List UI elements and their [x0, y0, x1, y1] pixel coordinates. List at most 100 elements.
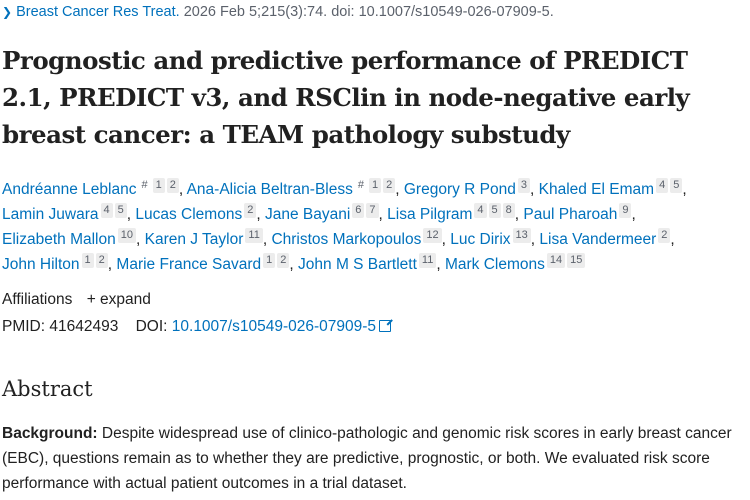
- affiliation-ref[interactable]: 11: [245, 228, 263, 243]
- author-entry: Mark Clemons 14 15: [444, 253, 586, 273]
- abstract-heading: Abstract: [2, 377, 93, 401]
- article-title: Prognostic and predictive performance of…: [2, 46, 690, 149]
- separator: ,: [631, 206, 636, 223]
- affiliation-ref[interactable]: 2: [95, 253, 108, 268]
- separator: ,: [378, 206, 383, 223]
- doi-label: DOI:: [135, 318, 168, 335]
- separator: ,: [262, 231, 268, 248]
- affiliation-ref[interactable]: 13: [512, 228, 531, 243]
- author-link[interactable]: Andréanne Leblanc: [2, 181, 137, 198]
- authors-list: Andréanne Leblanc #1 2, Ana-Alicia Beltran…: [2, 177, 742, 277]
- affiliation-ref[interactable]: 2: [277, 253, 290, 268]
- affiliation-ref[interactable]: 1: [263, 253, 276, 268]
- author-link[interactable]: Khaled El Emam: [538, 181, 655, 198]
- author-entry: Ana-Alicia Beltran-Bless #1 2,: [186, 178, 400, 198]
- separator: ,: [514, 206, 520, 223]
- author-link[interactable]: Lisa Pilgram: [387, 206, 473, 223]
- separator: ,: [256, 206, 261, 223]
- affiliation-ref[interactable]: 15: [567, 253, 586, 268]
- abstract-background: Background: Despite widespread use of cl…: [2, 421, 742, 496]
- author-link[interactable]: Lucas Clemons: [135, 206, 243, 223]
- separator: ,: [682, 181, 687, 198]
- identifiers: PMID: 41642493 DOI: 10.1007/s10549-026-0…: [2, 318, 742, 336]
- affiliation-ref[interactable]: 12: [423, 228, 442, 243]
- affiliation-ref[interactable]: 4: [100, 203, 113, 218]
- background-text: Despite widespread use of clinico-pathol…: [2, 425, 732, 492]
- equal-contribution-marker: #: [357, 179, 364, 191]
- author-entry: Luc Dirix 13,: [450, 228, 536, 248]
- author-entry: Christos Markopoulos 12,: [271, 228, 446, 248]
- citation: ❯ Breast Cancer Res Treat. 2026 Feb 5;215…: [2, 4, 742, 20]
- affiliation-ref[interactable]: 5: [670, 178, 683, 193]
- author-entry: Lisa Vandermeer 2,: [539, 228, 675, 248]
- author-entry: Khaled El Emam 4 5,: [538, 178, 687, 198]
- affiliation-ref[interactable]: 14: [546, 253, 566, 268]
- author-entry: Marie France Savard 1 2,: [116, 253, 294, 273]
- citation-details: 2026 Feb 5;215(3):74. doi: 10.1007/s1054…: [183, 4, 554, 20]
- external-link-icon: [379, 320, 392, 332]
- author-link[interactable]: John Hilton: [2, 256, 80, 273]
- author-link[interactable]: Karen J Taylor: [144, 231, 244, 248]
- affiliation-ref[interactable]: 1: [152, 178, 165, 193]
- separator: ,: [530, 231, 536, 248]
- author-entry: Lisa Pilgram 4 5 8,: [387, 203, 520, 223]
- affiliation-ref[interactable]: 8: [502, 203, 515, 218]
- separator: ,: [178, 181, 184, 198]
- affiliation-ref[interactable]: 4: [474, 203, 487, 218]
- affiliation-ref[interactable]: 4: [656, 178, 669, 193]
- pmid-value: 41642493: [49, 318, 119, 335]
- affiliation-ref[interactable]: 1: [81, 253, 94, 268]
- separator: ,: [441, 231, 446, 248]
- affiliation-ref[interactable]: 7: [366, 203, 379, 218]
- author-link[interactable]: Marie France Savard: [116, 256, 262, 273]
- author-entry: Karen J Taylor 11,: [144, 228, 268, 248]
- affiliation-ref[interactable]: 11: [418, 253, 437, 268]
- doi-link[interactable]: 10.1007/s10549-026-07909-5: [171, 318, 392, 335]
- affiliation-ref[interactable]: 2: [383, 178, 396, 193]
- equal-contribution-marker: #: [141, 179, 148, 191]
- author-link[interactable]: Christos Markopoulos: [271, 231, 422, 248]
- affiliations-expand-button[interactable]: + expand: [86, 291, 151, 308]
- author-link[interactable]: Lisa Vandermeer: [539, 231, 657, 248]
- author-link[interactable]: Gregory R Pond: [403, 181, 516, 198]
- journal-link[interactable]: Breast Cancer Res Treat.: [16, 4, 180, 20]
- author-entry: Elizabeth Mallon 10,: [2, 228, 141, 248]
- author-link[interactable]: Paul Pharoah: [523, 206, 618, 223]
- author-entry: John M S Bartlett 11,: [298, 253, 441, 273]
- affiliation-ref[interactable]: 1: [368, 178, 382, 193]
- author-entry: Lucas Clemons 2,: [135, 203, 261, 223]
- separator: ,: [126, 206, 132, 223]
- affiliation-ref[interactable]: 6: [352, 203, 365, 218]
- separator: ,: [107, 256, 113, 273]
- author-entry: Jane Bayani 6 7,: [264, 203, 383, 223]
- author-entry: Lamin Juwara 4 5,: [2, 203, 132, 223]
- background-label: Background:: [2, 425, 98, 442]
- separator: ,: [670, 231, 675, 248]
- author-entry: Andréanne Leblanc #1 2,: [2, 178, 184, 198]
- separator: ,: [289, 256, 294, 273]
- author-link[interactable]: Lamin Juwara: [2, 206, 99, 223]
- separator: ,: [135, 231, 141, 248]
- separator: ,: [395, 181, 400, 198]
- affiliations: Affiliations + expand: [2, 291, 151, 309]
- affiliation-ref[interactable]: 9: [619, 203, 632, 218]
- affiliation-ref[interactable]: 2: [244, 203, 257, 218]
- affiliation-ref[interactable]: 2: [166, 178, 179, 193]
- chevron-right-icon[interactable]: ❯: [2, 5, 13, 19]
- affiliation-ref[interactable]: 2: [658, 228, 671, 243]
- author-entry: John Hilton 1 2,: [2, 253, 113, 273]
- pmid-label: PMID:: [2, 318, 46, 335]
- author-link[interactable]: Luc Dirix: [450, 231, 511, 248]
- author-link[interactable]: Ana-Alicia Beltran-Bless: [186, 181, 353, 198]
- affiliation-ref[interactable]: 5: [114, 203, 127, 218]
- author-link[interactable]: Jane Bayani: [264, 206, 351, 223]
- separator: ,: [529, 181, 535, 198]
- affiliations-label: Affiliations: [2, 291, 73, 308]
- author-link[interactable]: Mark Clemons: [444, 256, 545, 273]
- affiliation-ref[interactable]: 5: [488, 203, 501, 218]
- affiliation-ref[interactable]: 10: [117, 228, 136, 243]
- author-link[interactable]: Elizabeth Mallon: [2, 231, 116, 248]
- author-link[interactable]: John M S Bartlett: [298, 256, 417, 273]
- doi-value: 10.1007/s10549-026-07909-5: [171, 318, 377, 335]
- affiliation-ref[interactable]: 3: [517, 178, 530, 193]
